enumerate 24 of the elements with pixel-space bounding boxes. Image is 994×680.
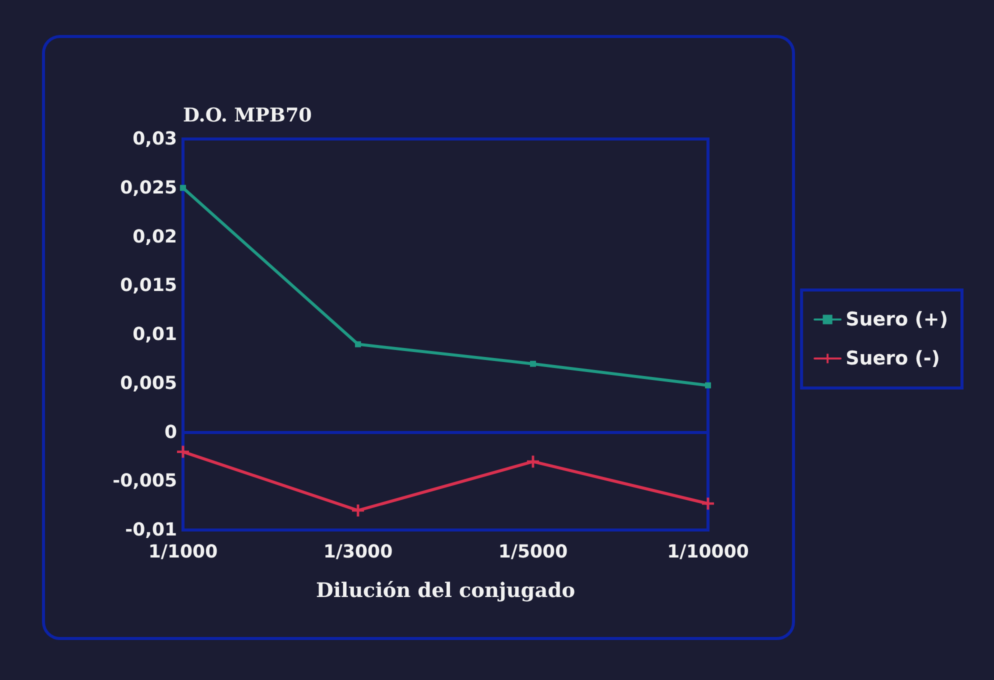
y-tick-label: 0 (164, 422, 177, 443)
point (530, 360, 536, 367)
x-tick-label: 1/3000 (323, 542, 393, 562)
x-tick-label: 1/5000 (498, 542, 568, 562)
point (527, 456, 539, 468)
point (180, 184, 186, 191)
y-tick-label: 0,005 (120, 372, 177, 394)
y-tick-label: 0,01 (132, 324, 177, 345)
point (705, 382, 711, 388)
point (355, 341, 361, 348)
x-tick-label: 1/10000 (667, 542, 749, 562)
y-tick-label: -0,005 (112, 470, 177, 492)
legend-label: Suero (+) (846, 308, 948, 330)
legend-label: Suero (-) (846, 348, 940, 370)
point (702, 498, 714, 510)
y-tick-label: -0,01 (125, 520, 177, 540)
y-tick-label: 0,025 (120, 177, 177, 198)
y-tick-label: 0,03 (132, 128, 177, 150)
point (177, 446, 189, 458)
y-axis-title: D.O. MPB70 (183, 104, 312, 126)
y-tick-label: 0,02 (132, 226, 177, 248)
y-tick-label: 0,015 (120, 275, 177, 296)
x-axis-title: Dilución del conjugado (316, 578, 576, 602)
x-tick-label: 1/1000 (148, 542, 218, 562)
